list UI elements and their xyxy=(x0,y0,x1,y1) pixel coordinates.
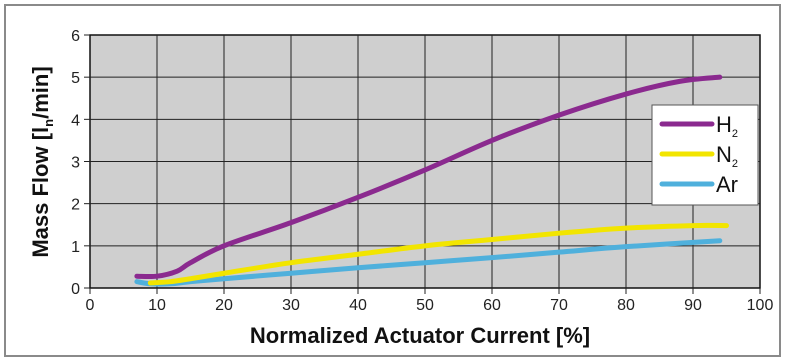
x-tick-label: 20 xyxy=(215,297,233,314)
y-tick-label: 4 xyxy=(71,112,80,129)
y-tick-label: 3 xyxy=(71,155,80,172)
x-axis-ticks: 0 10 20 30 40 50 60 70 80 90 100 xyxy=(86,288,774,314)
y-axis-title-before: Mass Flow [l xyxy=(28,127,53,258)
legend-label-subscript: 2 xyxy=(732,158,738,170)
x-tick-label: 10 xyxy=(148,297,166,314)
y-tick-label: 6 xyxy=(71,28,80,45)
series-lines xyxy=(134,74,729,287)
legend-label-base: H xyxy=(716,112,732,137)
y-axis-ticks: 0 1 2 3 4 5 6 xyxy=(71,28,90,298)
y-axis-title-after: /min] xyxy=(28,66,53,119)
x-tick-label: 30 xyxy=(282,297,300,314)
y-axis-title-subscript: n xyxy=(41,119,56,127)
legend-label-n2: N2 xyxy=(716,142,738,170)
series-line-h2 xyxy=(134,74,723,280)
y-tick-label: 0 xyxy=(71,281,80,298)
x-tick-label: 50 xyxy=(416,297,434,314)
legend-label-base: Ar xyxy=(716,172,738,197)
legend-label-base: N xyxy=(716,142,732,167)
x-axis-title: Normalized Actuator Current [%] xyxy=(250,323,590,348)
y-tick-label: 2 xyxy=(71,197,80,214)
y-tick-label: 1 xyxy=(71,239,80,256)
x-tick-label: 0 xyxy=(86,297,95,314)
y-axis-title: Mass Flow [ln/min] xyxy=(28,66,56,257)
x-tick-label: 100 xyxy=(747,297,774,314)
y-axis-title-group: Mass Flow [ln/min] xyxy=(28,66,56,257)
x-tick-label: 80 xyxy=(617,297,635,314)
x-tick-label: 40 xyxy=(349,297,367,314)
series-line-n2 xyxy=(147,222,729,286)
x-tick-label: 70 xyxy=(550,297,568,314)
legend-label-h2: H2 xyxy=(716,112,738,140)
x-tick-label: 60 xyxy=(483,297,501,314)
x-tick-label: 90 xyxy=(684,297,702,314)
legend-label-subscript: 2 xyxy=(732,128,738,140)
legend-label-ar: Ar xyxy=(716,172,738,197)
y-tick-label: 5 xyxy=(71,70,80,87)
